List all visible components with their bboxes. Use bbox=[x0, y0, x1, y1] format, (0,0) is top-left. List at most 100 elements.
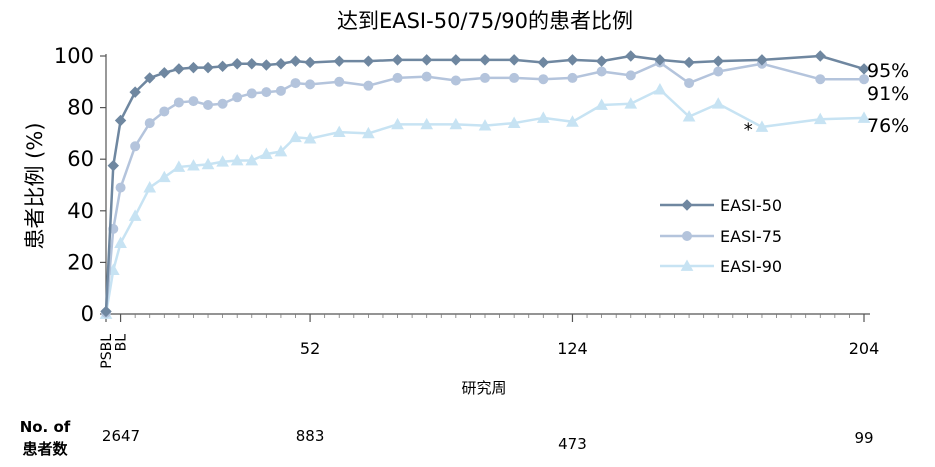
data-point bbox=[711, 97, 725, 109]
axes bbox=[105, 54, 870, 315]
legend: EASI-50 EASI-75 EASI-90 bbox=[660, 196, 782, 276]
data-point bbox=[216, 155, 229, 167]
footer-count: 99 bbox=[854, 429, 873, 447]
data-point bbox=[683, 56, 695, 69]
data-point bbox=[305, 79, 316, 90]
data-point bbox=[682, 110, 696, 122]
data-point bbox=[172, 160, 186, 172]
data-point bbox=[303, 132, 317, 144]
x-tick-label: 204 bbox=[849, 339, 880, 358]
data-point bbox=[114, 114, 127, 127]
x-axis-label: 研究周 bbox=[461, 379, 506, 397]
data-point bbox=[261, 87, 272, 98]
data-point bbox=[260, 59, 273, 71]
data-point bbox=[713, 66, 724, 77]
data-point bbox=[420, 54, 433, 66]
data-point bbox=[274, 144, 288, 157]
legend-item-easi-50: EASI-50 bbox=[660, 196, 782, 215]
data-point bbox=[107, 159, 119, 172]
data-point bbox=[653, 83, 667, 95]
annotation-asterisk: * bbox=[744, 119, 753, 140]
y-tick-label: 80 bbox=[67, 96, 94, 120]
data-point bbox=[566, 54, 579, 66]
y-tick-label: 100 bbox=[54, 44, 94, 68]
data-point bbox=[566, 115, 579, 127]
data-point bbox=[158, 67, 171, 79]
data-point bbox=[201, 157, 215, 170]
data-point bbox=[567, 72, 578, 83]
data-point bbox=[159, 106, 170, 117]
data-point bbox=[259, 147, 273, 159]
data-point bbox=[173, 97, 184, 108]
data-point bbox=[289, 130, 302, 143]
data-point bbox=[813, 112, 827, 125]
footer-label-line2: 患者数 bbox=[22, 440, 68, 458]
data-point bbox=[391, 54, 404, 66]
data-point bbox=[538, 74, 549, 85]
data-point bbox=[421, 71, 432, 82]
data-point bbox=[595, 55, 608, 67]
data-point bbox=[143, 181, 157, 193]
series-easi-90 bbox=[99, 83, 871, 319]
footer-label-line1: No. of bbox=[20, 418, 71, 436]
data-point bbox=[479, 54, 491, 66]
data-point bbox=[173, 63, 185, 75]
data-point bbox=[333, 55, 345, 67]
data-point bbox=[115, 182, 126, 193]
x-tick-label: 124 bbox=[557, 339, 588, 358]
legend-label: EASI-90 bbox=[720, 257, 782, 276]
data-point bbox=[449, 117, 463, 130]
data-point bbox=[537, 56, 550, 69]
data-point bbox=[232, 92, 243, 103]
data-point bbox=[230, 153, 244, 166]
data-point bbox=[289, 55, 302, 67]
data-point bbox=[114, 236, 127, 248]
x-tick-label: PSBL bbox=[99, 334, 115, 369]
data-point bbox=[157, 170, 171, 183]
data-point bbox=[246, 88, 257, 99]
series-layer bbox=[99, 50, 871, 319]
y-tick-label: 60 bbox=[67, 147, 94, 171]
chart-title: 达到EASI-50/75/90的患者比例 bbox=[337, 9, 633, 33]
data-point bbox=[231, 58, 243, 70]
series-easi-50 bbox=[100, 50, 870, 318]
data-point bbox=[480, 72, 490, 83]
data-point bbox=[815, 74, 826, 85]
data-point bbox=[188, 96, 199, 107]
legend-label: EASI-75 bbox=[720, 227, 782, 246]
data-point bbox=[508, 54, 520, 66]
data-point bbox=[681, 199, 693, 211]
data-point bbox=[712, 55, 724, 67]
data-point bbox=[332, 125, 346, 138]
end-label-easi-75: 91% bbox=[867, 83, 909, 105]
data-point bbox=[625, 70, 636, 81]
data-point bbox=[275, 58, 287, 70]
data-point bbox=[362, 55, 375, 67]
data-point bbox=[625, 50, 637, 62]
data-point bbox=[857, 111, 871, 123]
data-point bbox=[756, 54, 768, 66]
data-point bbox=[450, 54, 462, 66]
data-point bbox=[144, 118, 155, 129]
data-point bbox=[362, 126, 375, 139]
data-point bbox=[216, 60, 229, 73]
end-label-easi-50: 95% bbox=[867, 60, 909, 82]
legend-item-easi-75: EASI-75 bbox=[660, 227, 782, 246]
end-labels: 95%91% 76% bbox=[867, 60, 909, 137]
data-point bbox=[217, 98, 228, 109]
data-point bbox=[187, 61, 200, 74]
footer-count: 2647 bbox=[102, 427, 140, 445]
annotations: * bbox=[744, 119, 753, 140]
footer-count: 883 bbox=[296, 427, 325, 445]
data-point bbox=[363, 80, 374, 91]
data-point bbox=[392, 72, 403, 83]
data-point bbox=[420, 117, 434, 130]
data-point bbox=[144, 72, 156, 84]
legend-label: EASI-50 bbox=[720, 196, 782, 215]
y-axis-label: 患者比例 (%) bbox=[23, 122, 47, 249]
data-point bbox=[682, 231, 692, 241]
y-ticks: 0 20 40 60 80 100 bbox=[54, 44, 106, 326]
data-point bbox=[509, 72, 520, 83]
data-point bbox=[450, 75, 461, 86]
data-point bbox=[596, 66, 607, 77]
